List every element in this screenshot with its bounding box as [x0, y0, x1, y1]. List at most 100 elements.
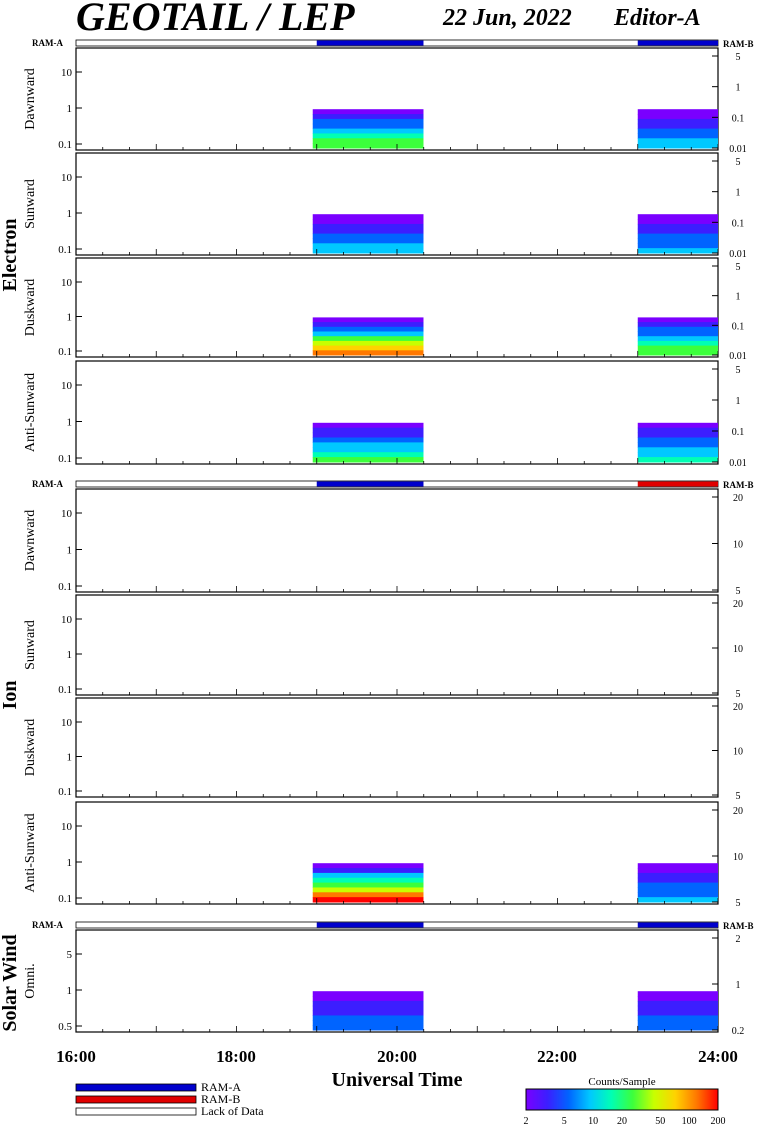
- spectrogram-band: [637, 422, 718, 429]
- spectrogram-band: [312, 437, 424, 443]
- right-tick-label: 20: [733, 702, 743, 713]
- right-tick-label: 20: [733, 493, 743, 504]
- spectrogram-band: [312, 228, 424, 235]
- right-tick-label: 0.01: [729, 249, 747, 260]
- y-tick-label: 10: [61, 614, 73, 626]
- panel-frame: [75, 697, 719, 798]
- spectrogram-band: [312, 872, 424, 879]
- y-tick-label: 0.5: [58, 1021, 72, 1033]
- right-tick-label: 1: [736, 396, 741, 407]
- spectrogram-band: [312, 863, 424, 869]
- spectrogram-band: [312, 897, 424, 903]
- spectrogram-band: [312, 219, 424, 225]
- spectrogram-band: [637, 437, 718, 443]
- spectrogram-band: [312, 133, 424, 139]
- y-tick-label: 1: [67, 545, 73, 557]
- spectrogram-band: [312, 452, 424, 458]
- right-tick-label: 10: [733, 644, 743, 655]
- spectrogram-band: [637, 996, 718, 1002]
- y-tick-label: 0.1: [58, 346, 72, 358]
- spectrogram-band: [637, 442, 718, 448]
- panel-label: Dawnward: [23, 68, 38, 129]
- y-tick-label: 5: [67, 949, 73, 961]
- spectrogram-band: [312, 1020, 424, 1026]
- legend-label-ram-a: RAM-A: [201, 1080, 241, 1094]
- spectrogram-panels: RAM-A RAM-B Electron 10 1 0.1 5 1 0.1 0.01 Dawnwar…: [0, 38, 754, 1037]
- group-label: Ion: [0, 681, 21, 710]
- y-tick-label: 10: [61, 67, 73, 79]
- colorbar-tick-label: 10: [588, 1116, 598, 1127]
- y-tick-label: 1: [67, 752, 73, 764]
- spectrogram-band: [312, 326, 424, 332]
- ram-status-segment: [316, 40, 424, 46]
- spectrogram-band: [312, 457, 424, 463]
- right-tick-label: 1: [736, 980, 741, 991]
- right-tick-label: 1: [736, 83, 741, 94]
- spectrogram-band: [637, 427, 718, 434]
- right-tick-label: 5: [736, 52, 741, 63]
- spectrogram-band: [637, 326, 718, 332]
- spectrogram-band: [637, 345, 718, 351]
- spectrogram-band: [312, 138, 424, 144]
- right-tick-label: 0.01: [729, 458, 747, 469]
- right-tick-label: 5: [736, 689, 741, 700]
- ram-status-segment: [637, 481, 718, 487]
- spectrogram-band: [312, 118, 424, 125]
- group-electron: RAM-A RAM-B Electron 10 1 0.1 5 1 0.1 0.01 Dawnwar…: [0, 38, 754, 469]
- spectrogram-band: [637, 322, 718, 328]
- y-tick-label: 1: [67, 417, 73, 429]
- spectrogram-band: [637, 214, 718, 220]
- ram-b-label: RAM-B: [723, 39, 754, 49]
- ram-status-segment: [316, 922, 424, 928]
- y-tick-label: 1: [67, 985, 73, 997]
- colorbar-tick-label: 20: [617, 1116, 627, 1127]
- right-tick-label: 5: [736, 157, 741, 168]
- right-tick-label: 10: [733, 540, 743, 551]
- y-tick-label: 10: [61, 380, 73, 392]
- y-tick-label: 10: [61, 277, 73, 289]
- panel-frame: [75, 594, 719, 696]
- spectrogram-band: [312, 322, 424, 328]
- right-tick-label: 0.1: [732, 218, 745, 229]
- editor-label: Editor-A: [613, 5, 701, 31]
- y-tick-label: 0.1: [58, 684, 72, 696]
- spectrogram-band: [637, 233, 718, 239]
- spectrogram-band: [312, 317, 424, 323]
- spectrogram-band: [637, 1020, 718, 1026]
- spectrogram-band: [312, 1000, 424, 1007]
- y-tick-label: 1: [67, 649, 73, 661]
- spectrogram-band: [312, 1005, 424, 1012]
- spectrogram-band: [312, 442, 424, 448]
- spectrogram-band: [312, 447, 424, 453]
- panel-label: Sunward: [23, 620, 38, 670]
- right-tick-label: 0.01: [729, 351, 747, 362]
- x-tick-label: 22:00: [537, 1047, 577, 1066]
- group-label: Solar Wind: [0, 934, 21, 1031]
- page-title: GEOTAIL / LEP: [76, 0, 355, 39]
- colorbar-tick-label: 100: [682, 1116, 697, 1127]
- right-tick-label: 0.01: [729, 144, 747, 155]
- panel-label: Duskward: [23, 279, 38, 337]
- spectrogram-band: [312, 248, 424, 254]
- right-tick-label: 0.1: [732, 113, 745, 124]
- y-tick-label: 0.1: [58, 244, 72, 256]
- right-tick-label: 20: [733, 599, 743, 610]
- legend-swatch-lack: [75, 1107, 197, 1116]
- colorbar-gradient: [525, 1088, 719, 1111]
- panel-sunward: 10 1 0.1 20 10 5 Sunward: [23, 594, 743, 700]
- spectrogram-band: [312, 882, 424, 888]
- legend-label-ram-b: RAM-B: [201, 1092, 240, 1106]
- y-tick-label: 10: [61, 821, 73, 833]
- panel-dawnward: 10 1 0.1 5 1 0.1 0.01 Dawnward: [23, 47, 747, 155]
- spectrogram-band: [312, 128, 424, 134]
- spectrogram-band: [637, 109, 718, 115]
- right-tick-label: 20: [733, 806, 743, 817]
- spectrogram-band: [637, 1025, 718, 1031]
- ram-status-segment: [316, 481, 424, 487]
- spectrogram-band: [637, 223, 718, 230]
- spectrogram-band: [312, 892, 424, 898]
- panel-label: Omni.: [23, 963, 38, 998]
- spectrogram-band: [312, 345, 424, 351]
- spectrogram-band: [312, 143, 424, 149]
- spectrogram-band: [637, 1000, 718, 1007]
